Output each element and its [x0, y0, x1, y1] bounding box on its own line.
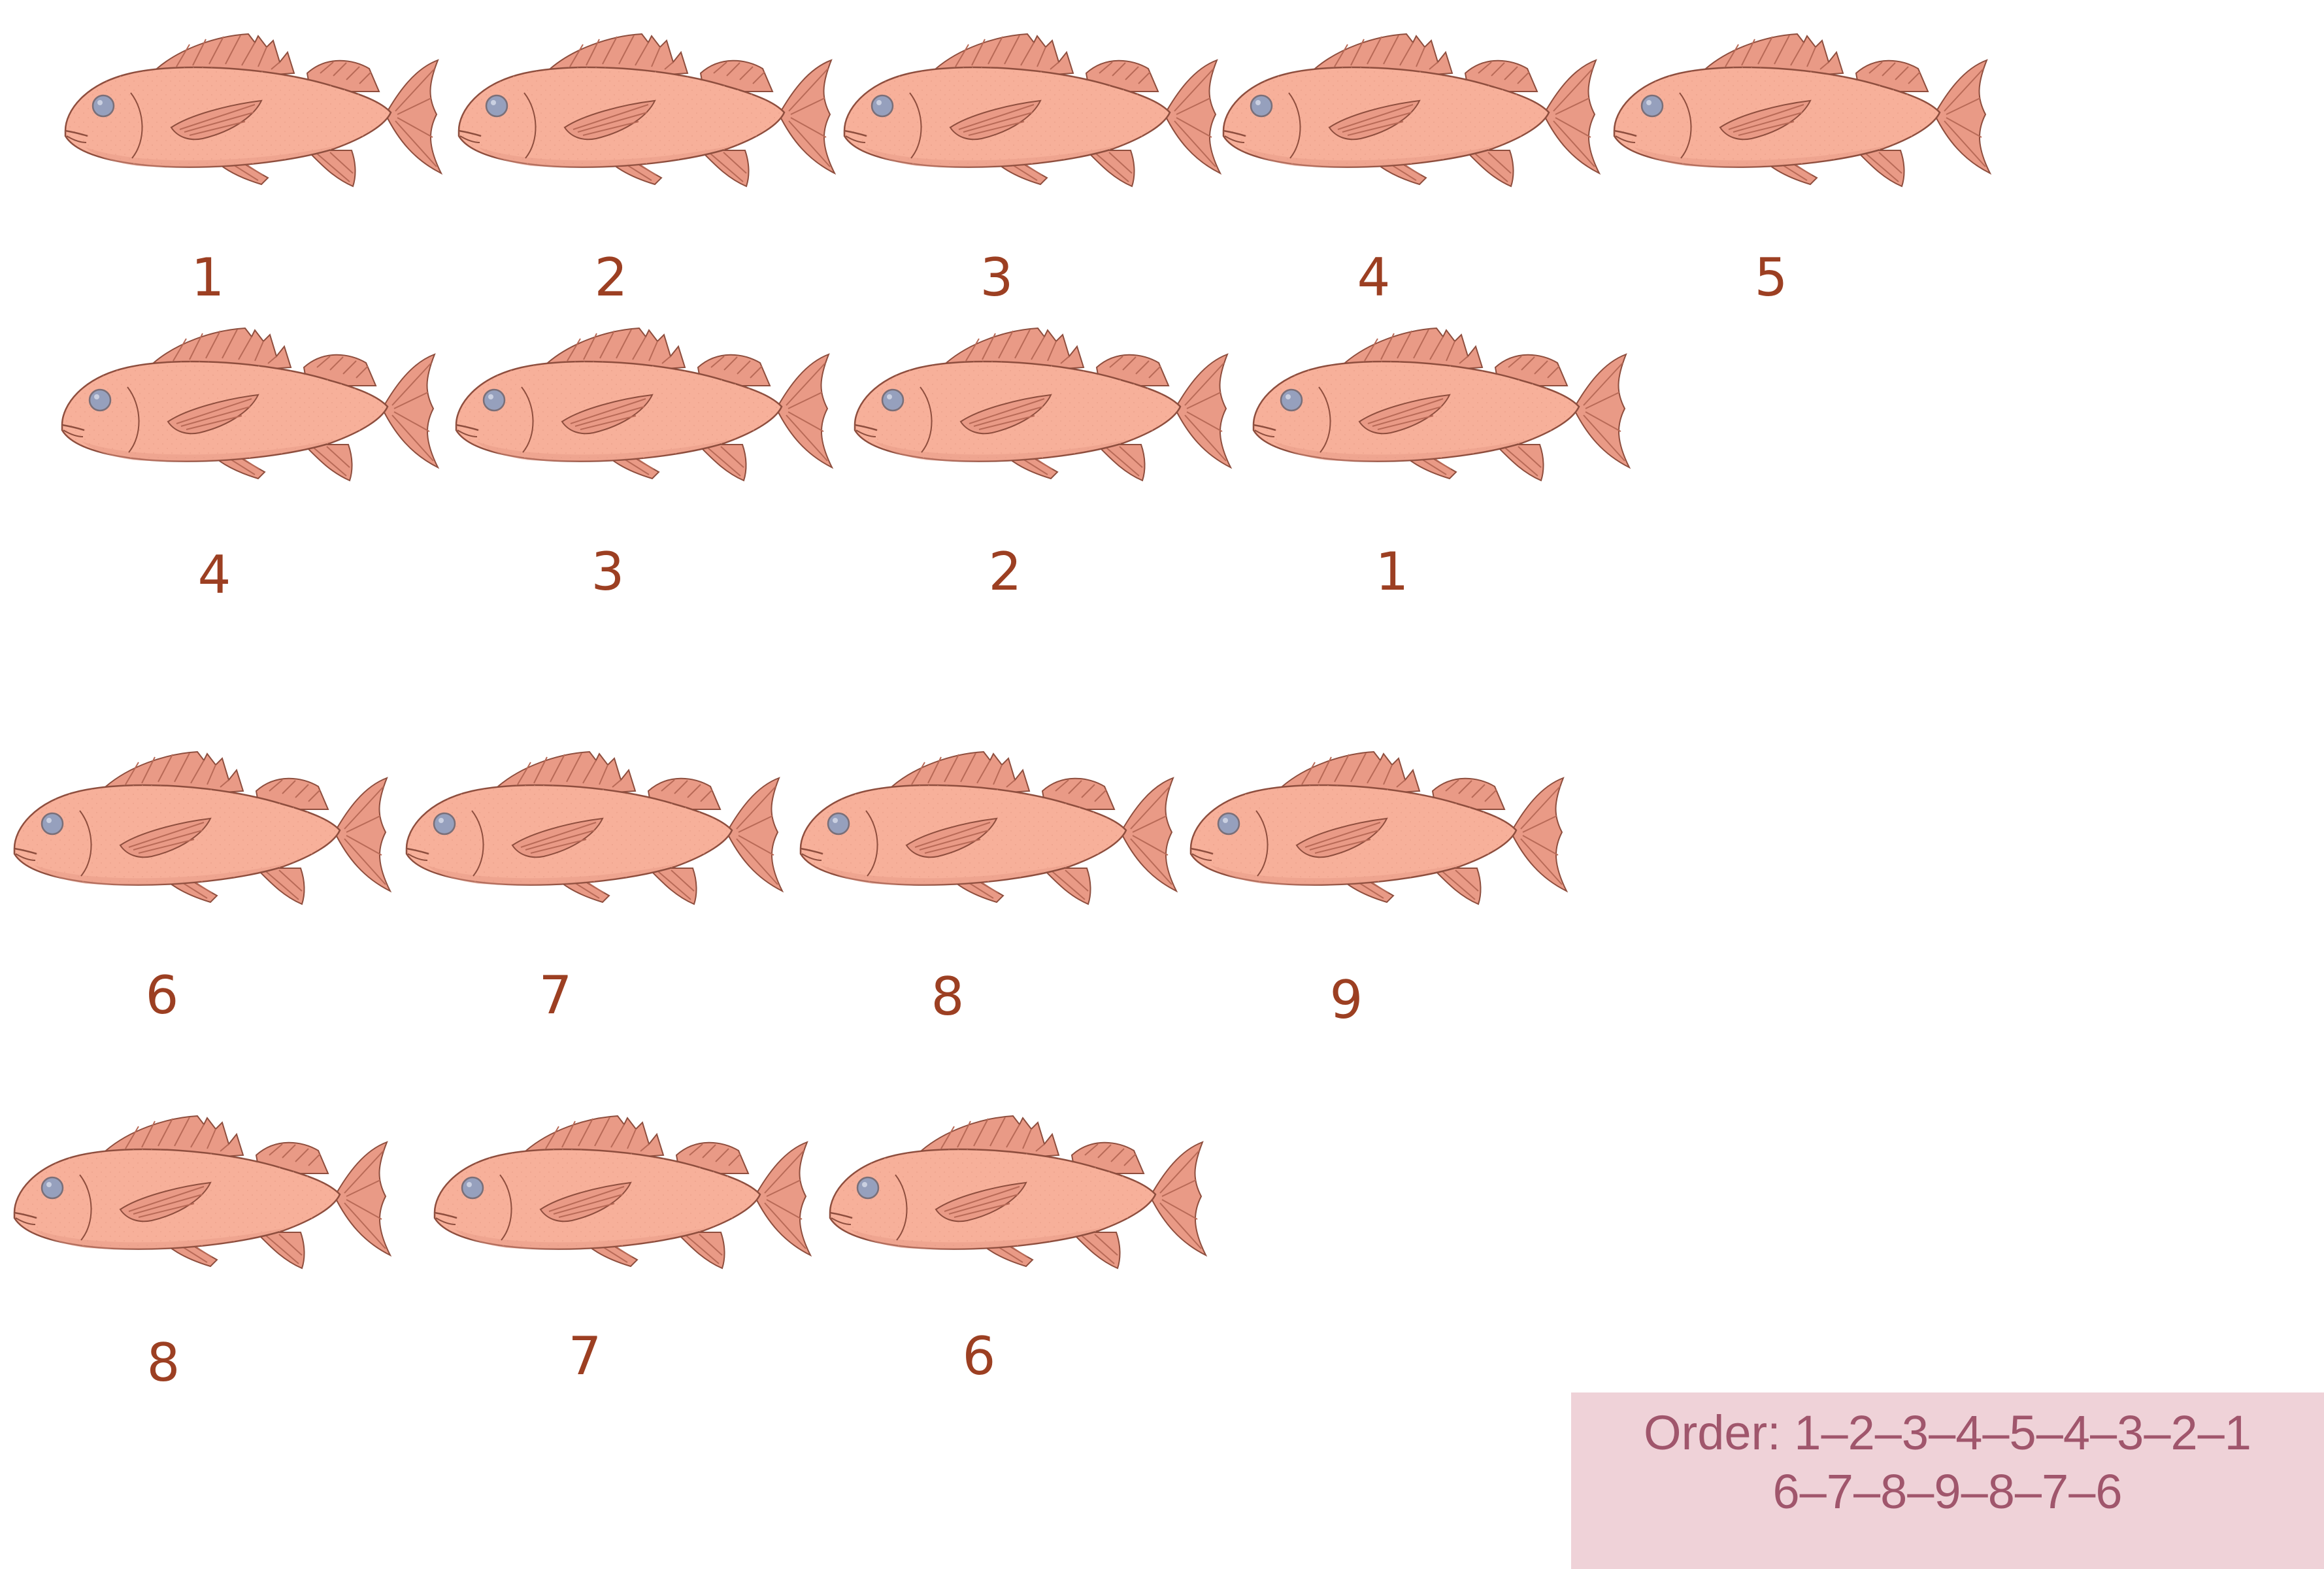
fish-number-label: 5	[1754, 247, 1788, 308]
fish-number-label: 6	[962, 1326, 996, 1387]
fish-number-label: 1	[1375, 541, 1409, 602]
fish-icon	[1608, 33, 2000, 200]
fish-number-label: 7	[539, 965, 573, 1026]
fish-number-label: 4	[1357, 247, 1391, 308]
fish-number-label: 7	[568, 1326, 602, 1387]
fish-number-label: 9	[1329, 970, 1363, 1030]
order-note-line-1: Order: 1–2–3–4–5–4–3–2–1	[1644, 1406, 2251, 1460]
fish-icon	[1184, 751, 1576, 918]
fish-number-label: 3	[980, 247, 1014, 308]
fish-icon	[450, 327, 842, 494]
fish-icon	[452, 33, 844, 200]
order-note-line-2: 6–7–8–9–8–7–6	[1772, 1464, 2123, 1519]
fish-icon	[794, 751, 1186, 918]
order-note-panel: Order: 1–2–3–4–5–4–3–2–1 6–7–8–9–8–7–6	[1571, 1392, 2324, 1569]
fish-icon	[1247, 327, 1639, 494]
fish-icon	[8, 1115, 400, 1282]
fish-icon	[59, 33, 451, 200]
fish-icon	[400, 751, 792, 918]
fish-icon	[1217, 33, 1609, 200]
fish-number-label: 6	[145, 965, 179, 1026]
fish-number-label: 1	[191, 247, 225, 308]
fish-icon	[838, 33, 1230, 200]
fish-number-label: 3	[591, 541, 625, 602]
fish-number-label: 4	[197, 545, 231, 605]
fish-icon	[848, 327, 1240, 494]
fish-icon	[823, 1115, 1216, 1282]
fish-icon	[428, 1115, 820, 1282]
fish-icon	[56, 327, 448, 494]
fish-number-label: 2	[988, 541, 1022, 602]
fish-icon	[8, 751, 400, 918]
fish-number-label: 8	[146, 1332, 180, 1393]
fish-number-label: 2	[594, 247, 628, 308]
fish-number-label: 8	[931, 966, 965, 1027]
